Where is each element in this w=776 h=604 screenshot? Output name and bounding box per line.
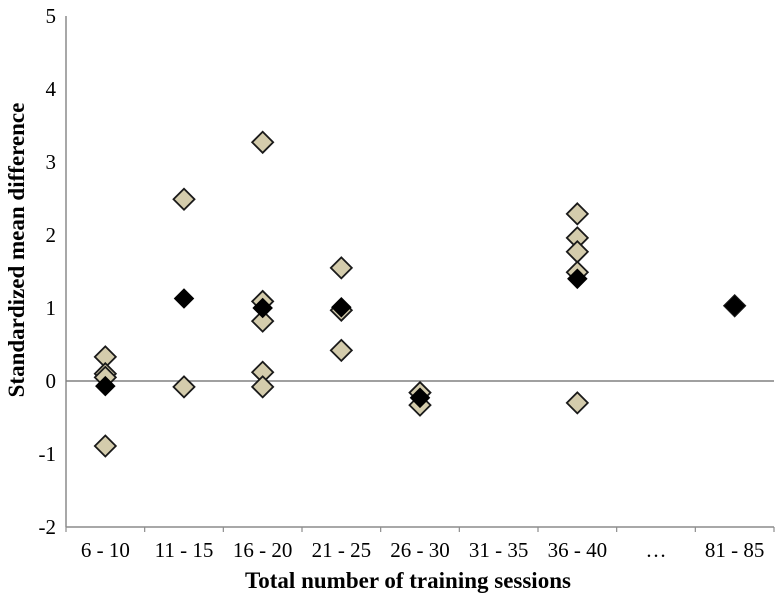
y-tick-label: -1	[39, 442, 57, 466]
mean-diamond-marker	[567, 268, 588, 290]
x-tick-label: 21 - 25	[312, 538, 372, 562]
mean-diamond-marker	[331, 296, 352, 318]
y-tick-label: 1	[46, 296, 57, 320]
y-axis-title: Standardized mean difference	[4, 103, 29, 398]
x-tick-label: 31 - 35	[469, 538, 529, 562]
x-tick-label: 36 - 40	[548, 538, 608, 562]
mean-diamond-marker	[173, 288, 195, 309]
y-tick-label: -2	[39, 515, 57, 539]
mean-diamond-marker	[252, 297, 273, 319]
study-diamond-marker	[329, 338, 354, 363]
x-tick-label: …	[646, 538, 667, 562]
y-tick-label: 3	[46, 150, 57, 174]
x-tick-label: 26 - 30	[390, 538, 450, 562]
x-tick-label: 16 - 20	[233, 538, 293, 562]
y-tick-label: 5	[46, 4, 57, 28]
study-diamond-marker	[93, 434, 118, 458]
mean-diamond-marker	[724, 295, 745, 317]
y-tick-label: 2	[46, 223, 57, 247]
x-axis: 6 - 10 11 - 15 16 - 20 21 - 25 26 - 30 31 - 3…	[65, 526, 775, 562]
study-diamond-marker	[250, 309, 275, 333]
mean-diamond-marker	[95, 375, 116, 397]
study-diamond-marker	[172, 187, 196, 212]
mean-diamond-marker	[409, 387, 431, 409]
x-tick-label: 6 - 10	[81, 538, 130, 562]
study-diamond-marker	[565, 202, 590, 226]
study-diamond-marker	[329, 256, 354, 280]
x-axis-title: Total number of training sessions	[245, 568, 571, 593]
mean-points	[95, 268, 745, 409]
x-tick-label: 81 - 85	[705, 538, 765, 562]
study-diamond-marker	[250, 375, 275, 399]
study-diamond-marker	[172, 375, 196, 399]
x-tick-label: 11 - 15	[155, 538, 214, 562]
study-diamond-marker	[565, 240, 590, 264]
y-tick-label: 4	[46, 77, 57, 101]
study-diamond-marker	[250, 130, 275, 155]
y-axis: -2 -1 0 1 2 3 4 5	[39, 4, 67, 539]
y-tick-label: 0	[46, 369, 57, 393]
study-diamond-marker	[565, 391, 590, 415]
